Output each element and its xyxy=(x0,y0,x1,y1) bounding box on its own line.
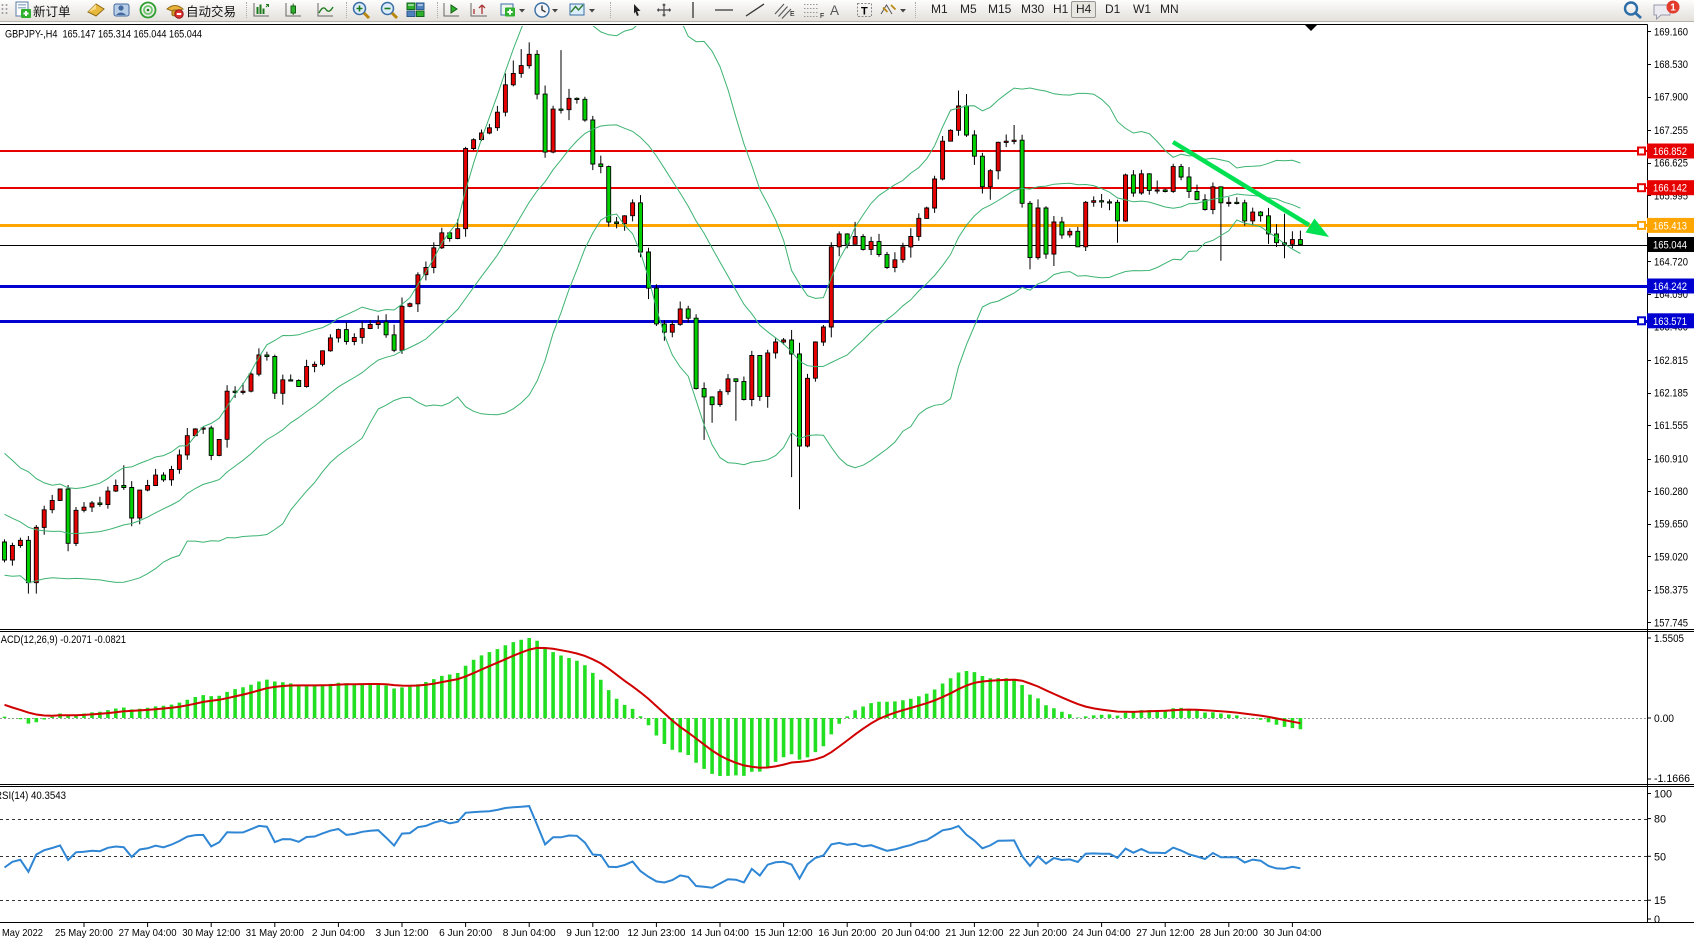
svg-text:168.530: 168.530 xyxy=(1654,59,1688,71)
svg-text:160.280: 160.280 xyxy=(1654,486,1688,498)
svg-text:31 May 20:00: 31 May 20:00 xyxy=(246,927,304,939)
svg-text:165.044: 165.044 xyxy=(1653,240,1687,252)
svg-text:167.255: 167.255 xyxy=(1654,125,1688,137)
svg-text:8 Jun 04:00: 8 Jun 04:00 xyxy=(503,927,556,939)
svg-text:24 Jun 04:00: 24 Jun 04:00 xyxy=(1073,927,1131,939)
svg-text:3 Jun 12:00: 3 Jun 12:00 xyxy=(376,927,429,939)
svg-text:9 Jun 12:00: 9 Jun 12:00 xyxy=(566,927,619,939)
svg-text:1: 1 xyxy=(1670,3,1676,14)
svg-text:165.413: 165.413 xyxy=(1653,220,1687,232)
svg-text:28 Jun 20:00: 28 Jun 20:00 xyxy=(1200,927,1258,939)
svg-text:T: T xyxy=(861,6,868,18)
svg-text:164.720: 164.720 xyxy=(1654,256,1688,268)
svg-text:158.375: 158.375 xyxy=(1654,585,1688,597)
svg-text:166.625: 166.625 xyxy=(1654,158,1688,170)
svg-text:15 Jun 12:00: 15 Jun 12:00 xyxy=(755,927,813,939)
svg-text:25 May 20:00: 25 May 20:00 xyxy=(55,927,113,939)
svg-text:160.910: 160.910 xyxy=(1654,454,1688,466)
svg-text:-1.1666: -1.1666 xyxy=(1654,773,1690,785)
svg-text:6 Jun 20:00: 6 Jun 20:00 xyxy=(439,927,492,939)
svg-text:MACD(12,26,9) -0.2071 -0.0821: MACD(12,26,9) -0.2071 -0.0821 xyxy=(0,634,126,646)
svg-text:163.460: 163.460 xyxy=(1654,322,1688,334)
svg-text:15: 15 xyxy=(1654,895,1666,907)
svg-text:27 Jun 12:00: 27 Jun 12:00 xyxy=(1136,927,1194,939)
svg-text:RSI(14) 40.3543: RSI(14) 40.3543 xyxy=(0,790,66,802)
svg-text:159.650: 159.650 xyxy=(1654,519,1688,531)
svg-text:157.745: 157.745 xyxy=(1654,617,1688,629)
svg-text:GBPJPY-,H4 165.147 165.314 16: GBPJPY-,H4 165.147 165.314 165.044 165.0… xyxy=(5,29,202,41)
svg-text:22 Jun 20:00: 22 Jun 20:00 xyxy=(1009,927,1067,939)
svg-text:164.090: 164.090 xyxy=(1654,289,1688,301)
svg-text:1.5505: 1.5505 xyxy=(1654,633,1684,645)
svg-text:May 2022: May 2022 xyxy=(2,927,43,939)
svg-text:162.815: 162.815 xyxy=(1654,355,1688,367)
svg-text:20 Jun 04:00: 20 Jun 04:00 xyxy=(882,927,940,939)
svg-text:30 May 12:00: 30 May 12:00 xyxy=(182,927,240,939)
svg-text:27 May 04:00: 27 May 04:00 xyxy=(119,927,177,939)
svg-text:162.185: 162.185 xyxy=(1654,388,1688,400)
svg-text:164.242: 164.242 xyxy=(1653,281,1687,293)
svg-text:166.142: 166.142 xyxy=(1653,183,1687,195)
svg-text:0.00: 0.00 xyxy=(1654,713,1674,725)
svg-text:2 Jun 04:00: 2 Jun 04:00 xyxy=(312,927,365,939)
svg-text:80: 80 xyxy=(1654,814,1666,826)
svg-text:21 Jun 12:00: 21 Jun 12:00 xyxy=(945,927,1003,939)
svg-text:50: 50 xyxy=(1654,851,1666,863)
svg-text:165.365: 165.365 xyxy=(1654,223,1688,235)
svg-text:12 Jun 23:00: 12 Jun 23:00 xyxy=(627,927,685,939)
svg-text:16 Jun 20:00: 16 Jun 20:00 xyxy=(818,927,876,939)
svg-text:14 Jun 04:00: 14 Jun 04:00 xyxy=(691,927,749,939)
svg-text:167.900: 167.900 xyxy=(1654,92,1688,104)
svg-text:30 Jun 04:00: 30 Jun 04:00 xyxy=(1263,927,1321,939)
svg-text:100: 100 xyxy=(1654,789,1672,801)
svg-text:161.555: 161.555 xyxy=(1654,420,1688,432)
svg-text:0: 0 xyxy=(1654,914,1660,926)
svg-text:F: F xyxy=(820,13,824,19)
svg-text:169.160: 169.160 xyxy=(1654,26,1688,38)
svg-text:163.571: 163.571 xyxy=(1653,316,1687,328)
svg-text:165.995: 165.995 xyxy=(1654,190,1688,202)
svg-text:E: E xyxy=(790,11,795,18)
svg-text:166.852: 166.852 xyxy=(1653,146,1687,158)
svg-text:159.020: 159.020 xyxy=(1654,551,1688,563)
